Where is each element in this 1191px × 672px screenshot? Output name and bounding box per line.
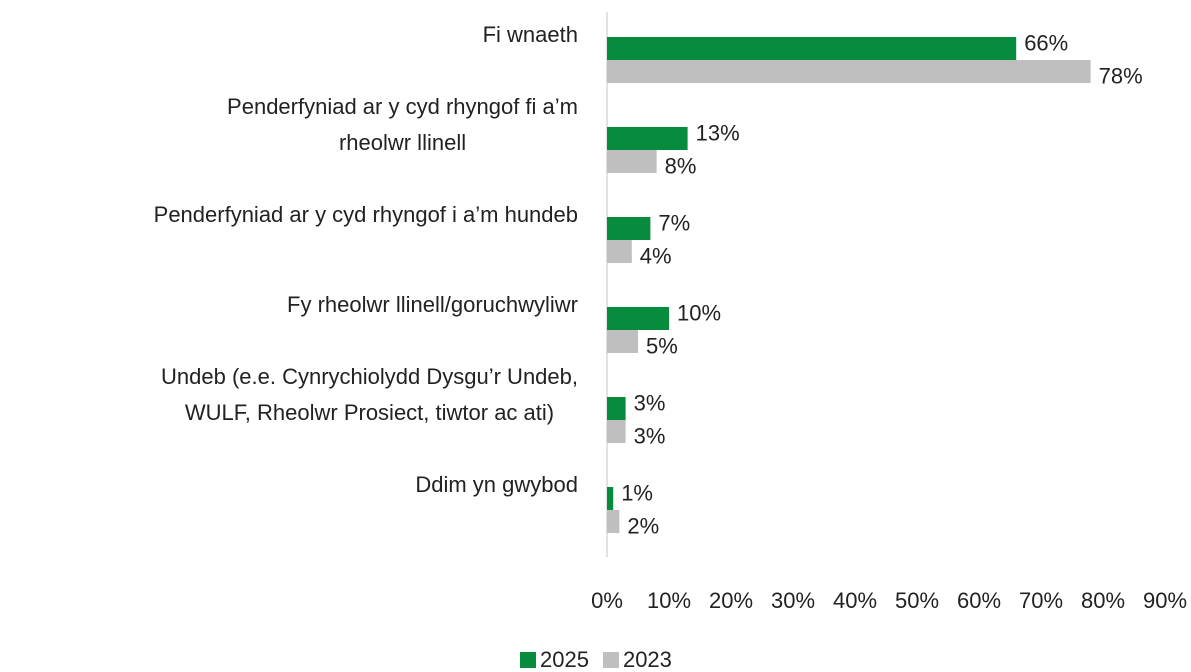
bar	[607, 217, 651, 240]
legend-swatch	[520, 652, 536, 668]
x-tick-label: 90%	[1143, 588, 1187, 613]
value-label: 10%	[677, 300, 721, 325]
value-label: 13%	[696, 120, 740, 145]
x-tick-label: 0%	[591, 588, 623, 613]
value-label: 2%	[627, 513, 659, 538]
x-tick-label: 10%	[647, 588, 691, 613]
bar	[607, 60, 1091, 83]
bar	[607, 37, 1017, 60]
value-label: 78%	[1099, 63, 1143, 88]
value-label: 8%	[665, 153, 697, 178]
x-tick-label: 30%	[771, 588, 815, 613]
bar	[607, 397, 626, 420]
legend-label: 2023	[623, 647, 672, 672]
category-label: Penderfyniad ar y cyd rhyngof fi a’m rhe…	[227, 94, 578, 155]
bar	[607, 420, 626, 443]
bar	[607, 150, 657, 173]
category-label: Ddim yn gwybod	[415, 472, 578, 497]
value-label: 4%	[640, 243, 672, 268]
value-label: 66%	[1024, 30, 1068, 55]
x-tick-label: 70%	[1019, 588, 1063, 613]
value-label: 3%	[634, 423, 666, 448]
x-tick-label: 50%	[895, 588, 939, 613]
category-label: Fy rheolwr llinell/goruchwyliwr	[287, 292, 578, 317]
bar	[607, 127, 688, 150]
category-label: Penderfyniad ar y cyd rhyngof i a’m hund…	[153, 202, 578, 227]
bar	[607, 487, 614, 510]
bar	[607, 330, 638, 353]
value-label: 1%	[621, 480, 653, 505]
value-label: 3%	[634, 390, 666, 415]
x-tick-label: 40%	[833, 588, 877, 613]
bar	[607, 240, 632, 263]
category-label: Fi wnaeth	[482, 22, 578, 47]
legend-swatch	[602, 652, 619, 668]
bar	[607, 510, 620, 533]
value-label: 5%	[646, 333, 678, 358]
bar	[607, 307, 669, 330]
category-label: Undeb (e.e. Cynrychiolydd Dysgu’r Undeb,…	[161, 364, 578, 425]
x-tick-label: 80%	[1081, 588, 1125, 613]
x-tick-label: 20%	[709, 588, 753, 613]
value-label: 7%	[658, 210, 690, 235]
x-tick-label: 60%	[957, 588, 1001, 613]
legend-label: 2025	[540, 647, 589, 672]
